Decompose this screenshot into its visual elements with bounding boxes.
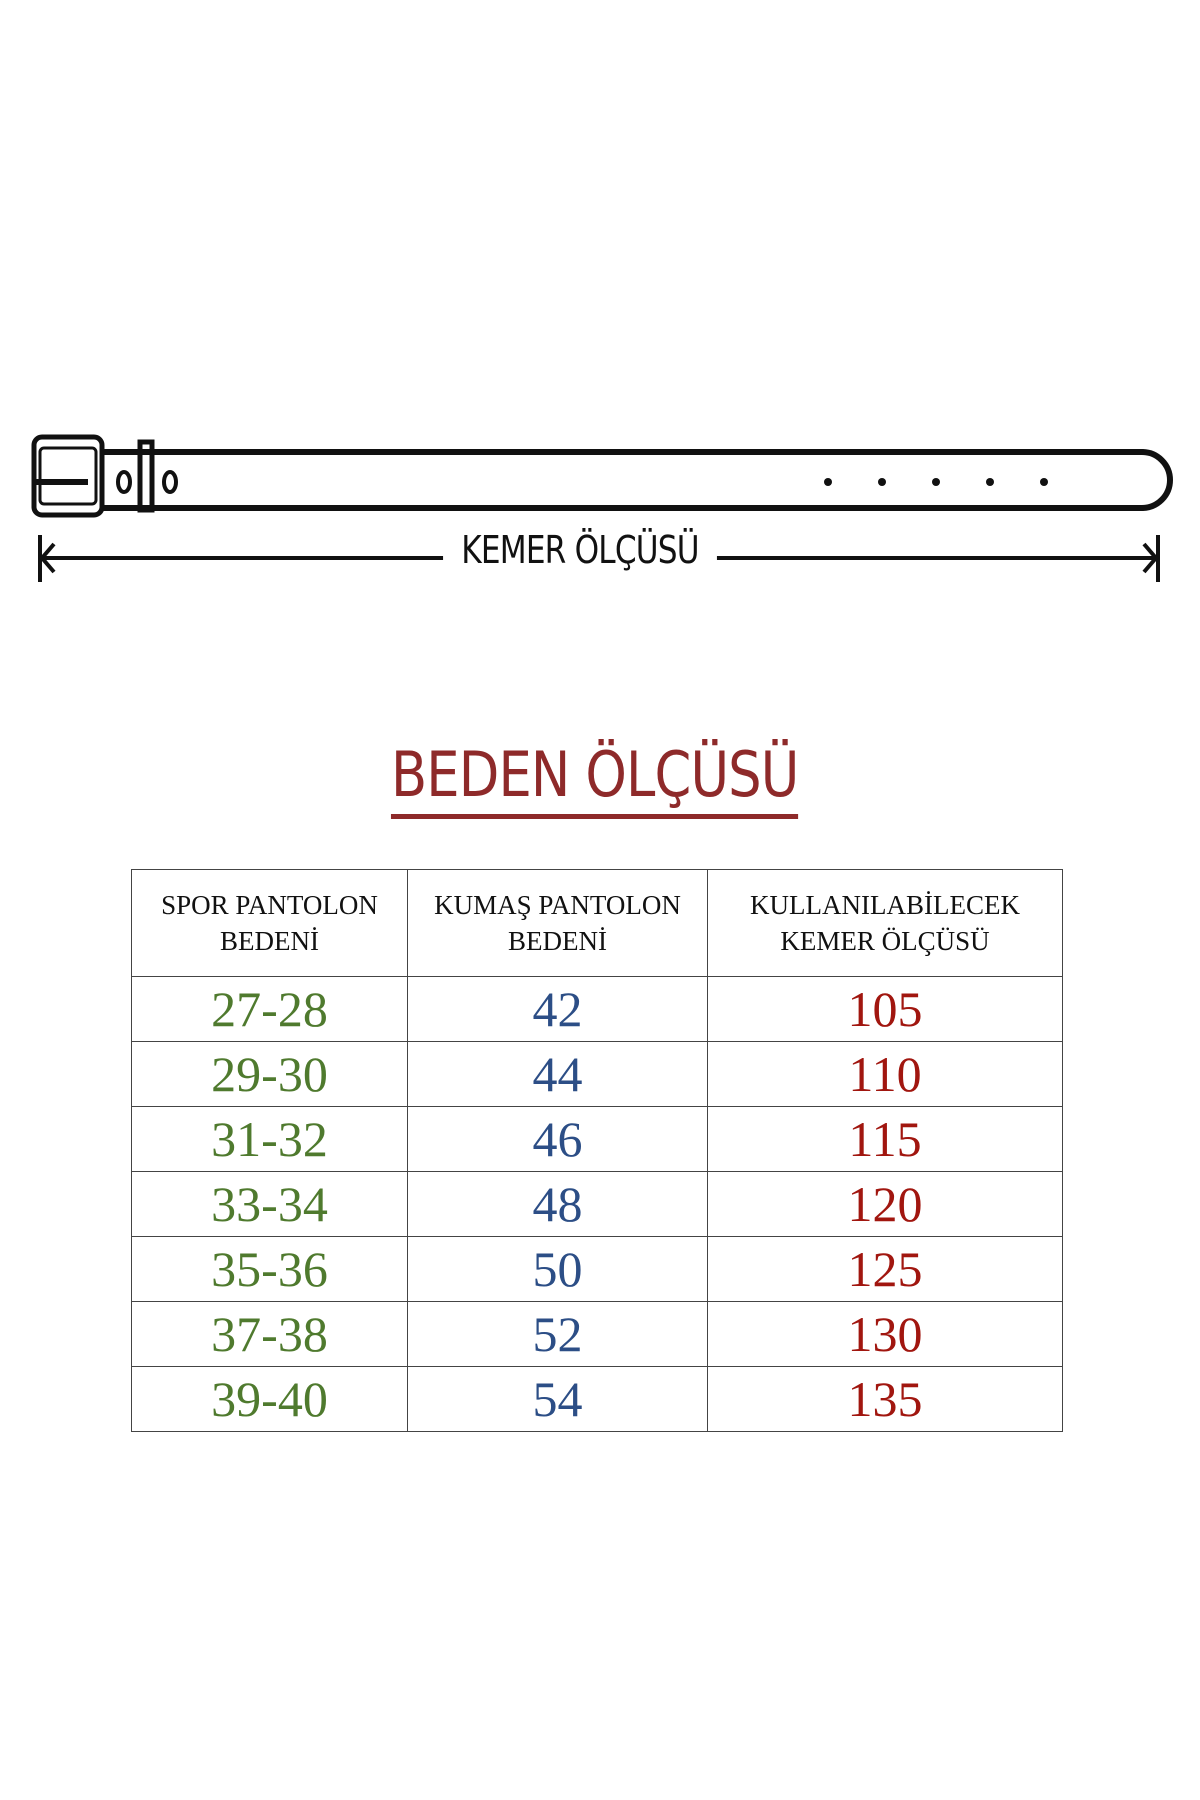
table-row: 37-38 52 130 [131,1301,1063,1367]
fabric-size-cell: 46 [407,1106,708,1172]
sport-size-cell: 35-36 [131,1236,408,1302]
belt-measure-label: KEMER ÖLÇÜSÜ [104,528,1055,572]
header-sport-pants: SPOR PANTOLON BEDENİ [131,869,408,977]
belt-size-cell: 125 [707,1236,1063,1302]
size-table: SPOR PANTOLON BEDENİ KUMAŞ PANTOLON BEDENİ… [131,869,1063,1432]
belt-size-cell: 105 [707,976,1063,1042]
belt-loop [137,439,155,513]
table-row: 27-28 42 105 [131,976,1063,1042]
fabric-size-cell: 54 [407,1366,708,1432]
table-row: 35-36 50 125 [131,1236,1063,1302]
belt-size-cell: 120 [707,1171,1063,1237]
fabric-size-cell: 44 [407,1041,708,1107]
table-header-row: SPOR PANTOLON BEDENİ KUMAŞ PANTOLON BEDENİ… [131,869,1063,977]
sport-size-cell: 39-40 [131,1366,408,1432]
sport-size-cell: 33-34 [131,1171,408,1237]
belt-size-cell: 110 [707,1041,1063,1107]
belt-holes [824,478,1048,486]
fabric-size-cell: 42 [407,976,708,1042]
page-title: BEDEN ÖLÇÜSÜ [0,740,1190,819]
table-row: 31-32 46 115 [131,1106,1063,1172]
sport-size-cell: 31-32 [131,1106,408,1172]
table-row: 39-40 54 135 [131,1366,1063,1432]
belt-size-cell: 135 [707,1366,1063,1432]
fabric-size-cell: 52 [407,1301,708,1367]
header-belt-size: KULLANILABİLECEK KEMER ÖLÇÜSÜ [707,869,1063,977]
belt-strap [102,449,1173,511]
belt-size-cell: 115 [707,1106,1063,1172]
header-fabric-pants: KUMAŞ PANTOLON BEDENİ [407,869,708,977]
buckle-icon [31,434,105,518]
fabric-size-cell: 48 [407,1171,708,1237]
table-row: 33-34 48 120 [131,1171,1063,1237]
fabric-size-cell: 50 [407,1236,708,1302]
sport-size-cell: 37-38 [131,1301,408,1367]
table-row: 29-30 44 110 [131,1041,1063,1107]
sport-size-cell: 29-30 [131,1041,408,1107]
belt-size-cell: 130 [707,1301,1063,1367]
sport-size-cell: 27-28 [131,976,408,1042]
